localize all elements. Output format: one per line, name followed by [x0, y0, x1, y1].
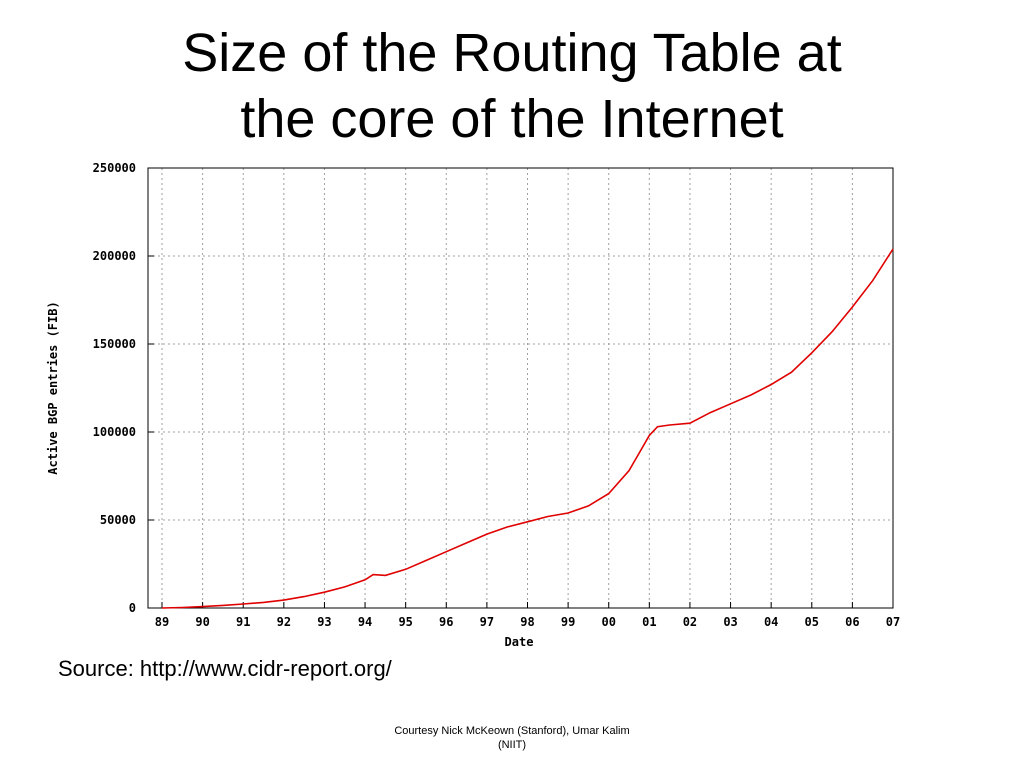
x-tick-label: 00	[601, 615, 615, 629]
x-tick-label: 96	[439, 615, 453, 629]
slide-title-line-1: Size of the Routing Table at	[182, 23, 842, 83]
y-tick-label: 250000	[93, 161, 136, 175]
x-tick-label: 97	[480, 615, 494, 629]
x-axis-ticks: 89 90 91 92 93 94 95 96 97 98 99 00 01 02 03 04 05 06 07	[155, 602, 900, 629]
y-tick-label: 150000	[93, 337, 136, 351]
courtesy-line-1: Courtesy Nick McKeown (Stanford), Umar K…	[394, 725, 630, 737]
source-citation: Source: http://www.cidr-report.org/	[58, 656, 392, 681]
y-axis-ticks: 0 50000 100000 150000 200000 250000	[93, 161, 154, 615]
y-tick-label: 0	[129, 601, 136, 615]
plot-area	[148, 168, 893, 608]
x-tick-label: 07	[886, 615, 900, 629]
x-tick-label: 98	[520, 615, 534, 629]
y-tick-label: 200000	[93, 249, 136, 263]
x-tick-label: 06	[845, 615, 859, 629]
plot-frame	[147, 167, 894, 609]
x-tick-label: 03	[723, 615, 737, 629]
x-tick-label: 99	[561, 615, 575, 629]
x-tick-label: 91	[236, 615, 250, 629]
gridlines	[148, 168, 893, 608]
x-tick-label: 89	[155, 615, 169, 629]
x-tick-label: 05	[805, 615, 819, 629]
courtesy-note: Courtesy Nick McKeown (Stanford), Umar K…	[352, 724, 672, 752]
x-tick-label: 01	[642, 615, 656, 629]
x-axis-label: Date	[505, 635, 534, 649]
y-tick-label: 50000	[100, 513, 136, 527]
slide-title: Size of the Routing Table at the core of…	[0, 20, 1024, 152]
x-tick-label: 04	[764, 615, 778, 629]
series-line-bgp-entries	[161, 248, 894, 609]
x-tick-label: 92	[277, 615, 291, 629]
y-axis-label: Active BGP entries (FIB)	[46, 301, 60, 474]
x-tick-label: 95	[398, 615, 412, 629]
courtesy-line-2: (NIIT)	[497, 739, 527, 751]
x-tick-label: 93	[317, 615, 331, 629]
x-tick-label: 90	[195, 615, 209, 629]
x-tick-label: 02	[683, 615, 697, 629]
y-tick-label: 100000	[93, 425, 136, 439]
slide-title-line-2: the core of the Internet	[240, 89, 784, 149]
x-tick-label: 94	[358, 615, 372, 629]
